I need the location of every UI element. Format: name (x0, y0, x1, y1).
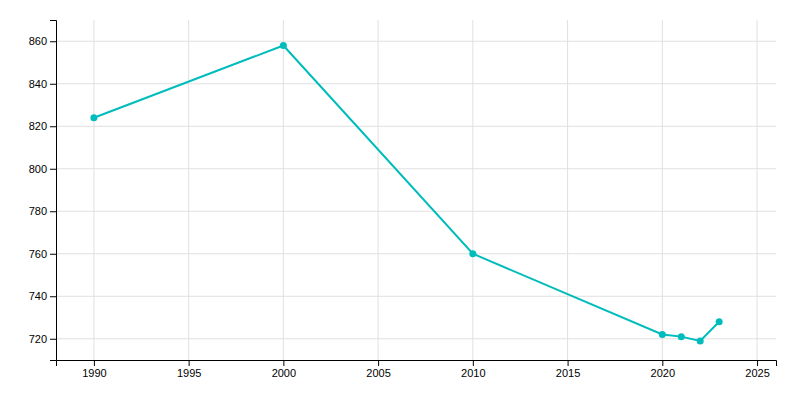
y-tick-label: 740 (29, 290, 47, 302)
point (659, 331, 666, 338)
y-tick: 720 (29, 333, 56, 345)
x-tick: 1995 (177, 360, 201, 379)
x-tick-mark (94, 360, 95, 366)
x-tick-mark (283, 360, 284, 366)
x-tick-label: 2000 (272, 367, 296, 379)
y-axis: 720 740 760 780 800 820 840 860 (29, 21, 57, 361)
x-tick: 2020 (651, 360, 675, 379)
x-tick-mark (662, 360, 663, 366)
x-tick-label: 1995 (177, 367, 201, 379)
y-tick: 860 (29, 35, 56, 47)
x-grid-line (378, 20, 379, 360)
y-tick-mark (50, 211, 56, 212)
y-tick: 780 (29, 205, 56, 217)
point (90, 114, 97, 121)
x-tick-label: 2005 (366, 367, 390, 379)
y-tick-mark (50, 254, 56, 255)
x-grid-line (283, 20, 284, 360)
y-tick-mark (50, 126, 56, 127)
y-tick-label: 820 (29, 120, 47, 132)
x-grid-line (567, 20, 568, 360)
point (469, 250, 476, 257)
x-tick-label: 2010 (461, 367, 485, 379)
x-grid-line (472, 20, 473, 360)
y-grid-line (56, 338, 776, 339)
y-tick-mark (50, 296, 56, 297)
x-tick-label: 1990 (82, 367, 106, 379)
x-tick: 2025 (745, 360, 769, 379)
y-grid-line (56, 211, 776, 212)
y-tick-mark (50, 339, 56, 340)
y-axis-line (50, 21, 57, 361)
x-tick-label: 2015 (556, 367, 580, 379)
y-tick-mark (50, 84, 56, 85)
y-tick-label: 780 (29, 205, 47, 217)
x-tick: 1990 (82, 360, 106, 379)
x-tick: 2015 (556, 360, 580, 379)
y-tick-label: 760 (29, 248, 47, 260)
x-grid-line (188, 20, 189, 360)
series (90, 42, 722, 344)
y-tick-label: 720 (29, 333, 47, 345)
y-tick: 800 (29, 163, 56, 175)
point (678, 333, 685, 340)
x-grid-line (93, 20, 94, 360)
grid (56, 20, 776, 360)
line (94, 46, 719, 341)
x-tick: 2005 (366, 360, 390, 379)
chart: 1990 1995 2000 2005 2010 2015 2020 2025 720 740 76… (0, 0, 800, 400)
y-tick-label: 860 (29, 35, 47, 47)
x-axis: 1990 1995 2000 2005 2010 2015 2020 2025 (57, 360, 777, 379)
x-tick-mark (189, 360, 190, 366)
y-tick-mark (50, 169, 56, 170)
y-tick-label: 800 (29, 163, 47, 175)
x-tick-mark (473, 360, 474, 366)
y-grid-line (56, 83, 776, 84)
y-tick-mark (50, 41, 56, 42)
x-tick: 2000 (272, 360, 296, 379)
point (280, 42, 287, 49)
x-grid-line (757, 20, 758, 360)
y-grid-line (56, 168, 776, 169)
y-grid-line (56, 253, 776, 254)
y-grid-line (56, 126, 776, 127)
x-grid-line (662, 20, 663, 360)
point (716, 318, 723, 325)
point (697, 337, 704, 344)
y-tick: 760 (29, 248, 56, 260)
y-tick: 740 (29, 290, 56, 302)
x-tick-label: 2020 (651, 367, 675, 379)
x-tick-mark (757, 360, 758, 366)
x-tick: 2010 (461, 360, 485, 379)
y-tick: 840 (29, 78, 56, 90)
y-grid-line (56, 41, 776, 42)
x-tick-mark (568, 360, 569, 366)
y-tick: 820 (29, 120, 56, 132)
plot-area: 1990 1995 2000 2005 2010 2015 2020 2025 720 740 76… (29, 20, 777, 379)
x-tick-mark (378, 360, 379, 366)
y-tick-label: 840 (29, 78, 47, 90)
y-grid-line (56, 296, 776, 297)
x-tick-label: 2025 (745, 367, 769, 379)
x-axis-line (57, 361, 777, 367)
